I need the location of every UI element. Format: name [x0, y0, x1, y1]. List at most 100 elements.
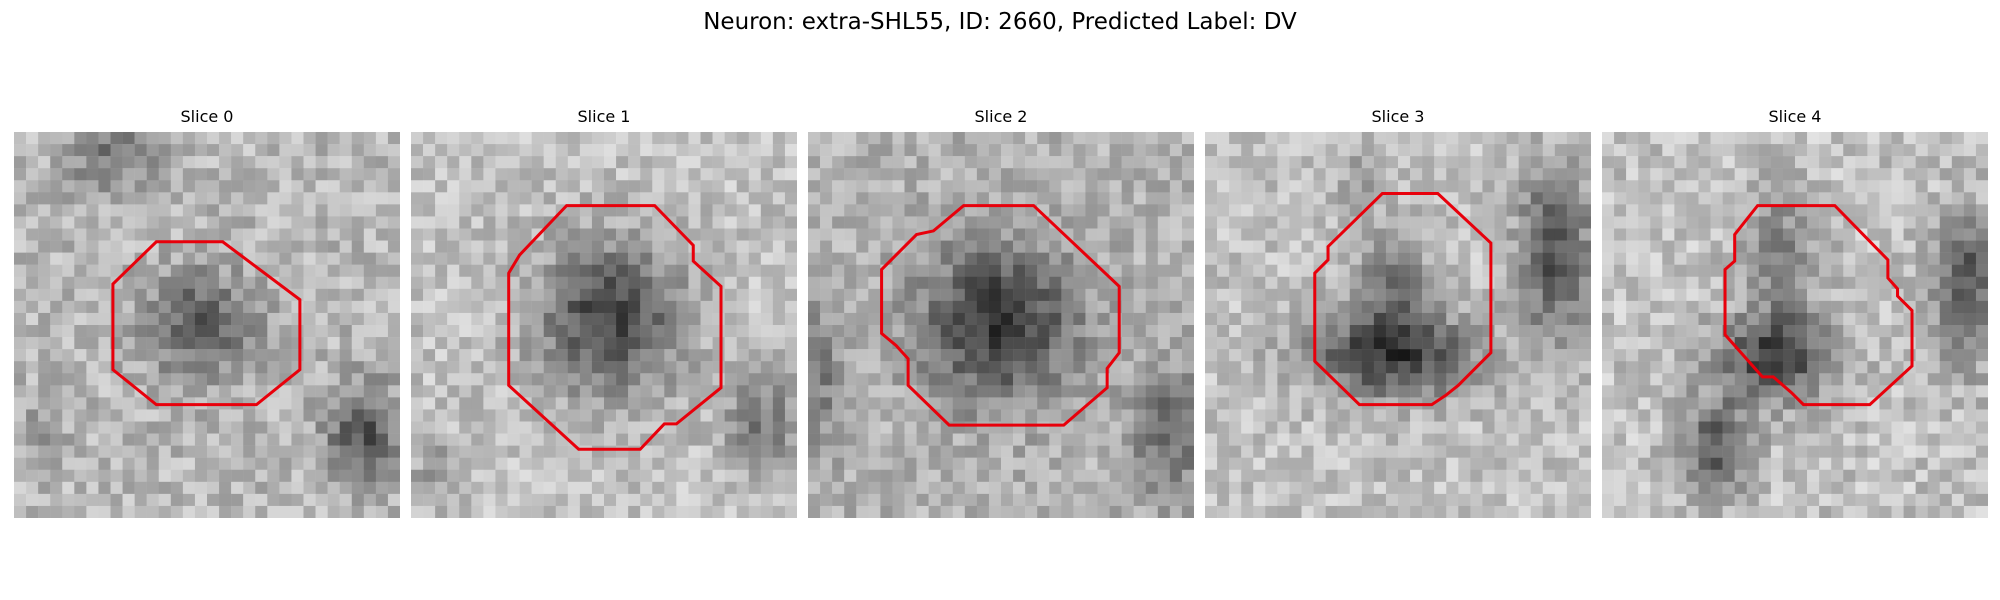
image-pixel: [591, 156, 605, 169]
image-pixel: [784, 240, 797, 253]
image-pixel: [1518, 240, 1531, 253]
image-pixel: [1422, 252, 1435, 265]
image-pixel: [604, 409, 617, 422]
image-pixel: [652, 144, 665, 157]
image-pixel: [724, 180, 737, 193]
image-pixel: [26, 192, 39, 205]
image-pixel: [1025, 228, 1038, 241]
image-pixel: [1867, 252, 1880, 265]
image-pixel: [1903, 397, 1916, 410]
image-pixel: [1782, 276, 1796, 290]
image-pixel: [1301, 192, 1314, 205]
image-pixel: [26, 373, 39, 386]
image-pixel: [820, 421, 833, 434]
image-pixel: [1422, 433, 1435, 446]
image-pixel: [1277, 132, 1290, 145]
image-pixel: [579, 276, 593, 290]
image-pixel: [1109, 433, 1122, 446]
image-pixel: [86, 325, 99, 338]
image-pixel: [976, 264, 990, 277]
image-pixel: [231, 433, 244, 446]
image-pixel: [1662, 264, 1675, 277]
image-pixel: [976, 156, 990, 169]
image-pixel: [952, 252, 966, 265]
image-pixel: [1337, 312, 1350, 326]
image-pixel: [1337, 168, 1350, 181]
image-pixel: [74, 349, 87, 362]
image-pixel: [976, 361, 990, 374]
image-pixel: [1398, 264, 1411, 277]
image-pixel: [664, 397, 677, 410]
image-pixel: [1241, 228, 1254, 241]
image-pixel: [435, 433, 448, 446]
image-pixel: [1674, 216, 1687, 229]
image-pixel: [1145, 144, 1159, 157]
image-pixel: [1265, 325, 1278, 338]
image-pixel: [339, 240, 352, 253]
image-pixel: [1975, 156, 1988, 169]
image-pixel: [1831, 312, 1844, 326]
image-pixel: [1915, 312, 1928, 326]
image-pixel: [1145, 373, 1159, 386]
image-pixel: [146, 421, 159, 434]
image-pixel: [1385, 505, 1399, 518]
image-pixel: [435, 361, 448, 374]
image-pixel: [26, 240, 39, 253]
image-pixel: [1698, 132, 1711, 145]
image-pixel: [1217, 505, 1230, 518]
image-pixel: [1758, 385, 1772, 398]
image-pixel: [1301, 361, 1314, 374]
image-pixel: [844, 240, 857, 253]
image-pixel: [1602, 240, 1615, 253]
image-pixel: [616, 132, 629, 145]
image-pixel: [1289, 168, 1302, 181]
image-pixel: [122, 445, 135, 458]
image-pixel: [1446, 325, 1459, 338]
image-pixel: [748, 180, 762, 193]
image-pixel: [1915, 252, 1928, 265]
image-pixel: [579, 469, 593, 483]
image-pixel: [940, 397, 953, 410]
image-pixel: [808, 180, 821, 193]
image-pixel: [1951, 240, 1965, 253]
image-pixel: [158, 361, 172, 374]
image-pixel: [1205, 132, 1218, 145]
image-pixel: [146, 409, 159, 422]
image-pixel: [736, 228, 749, 241]
image-pixel: [387, 481, 400, 495]
image-pixel: [495, 469, 508, 483]
image-pixel: [555, 409, 569, 422]
image-pixel: [1758, 204, 1772, 217]
image-pixel: [315, 361, 328, 374]
image-pixel: [808, 168, 821, 181]
image-pixel: [1097, 312, 1110, 326]
image-pixel: [1638, 204, 1651, 217]
image-pixel: [1434, 156, 1447, 169]
image-pixel: [1686, 361, 1699, 374]
image-pixel: [772, 361, 786, 374]
image-pixel: [1734, 252, 1747, 265]
image-pixel: [652, 325, 665, 338]
image-pixel: [543, 156, 556, 169]
image-pixel: [1049, 240, 1062, 253]
image-pixel: [1301, 144, 1314, 157]
image-pixel: [1097, 228, 1110, 241]
image-pixel: [375, 156, 389, 169]
image-pixel: [1807, 252, 1820, 265]
image-pixel: [640, 445, 653, 458]
image-pixel: [74, 373, 87, 386]
image-pixel: [1373, 433, 1387, 446]
image-pixel: [700, 421, 713, 434]
image-pixel: [604, 457, 617, 470]
image-pixel: [880, 156, 893, 169]
image-pixel: [591, 240, 605, 253]
image-pixel: [844, 397, 857, 410]
image-pixel: [1855, 156, 1868, 169]
image-pixel: [700, 276, 713, 290]
image-pixel: [724, 349, 737, 362]
image-pixel: [1049, 132, 1062, 145]
image-pixel: [1037, 240, 1050, 253]
image-pixel: [1337, 228, 1350, 241]
image-pixel: [1289, 300, 1302, 314]
image-pixel: [194, 361, 208, 374]
